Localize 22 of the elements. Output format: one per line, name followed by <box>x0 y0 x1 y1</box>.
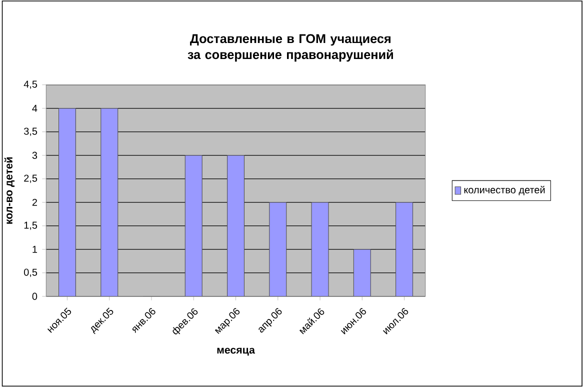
y-tick-label: 4 <box>32 104 38 112</box>
y-tick-label: 4,5 <box>24 80 38 89</box>
y-tick-label: 1,5 <box>24 222 38 230</box>
bar <box>311 202 329 296</box>
bar <box>227 154 245 296</box>
y-tick-label: 1 <box>32 246 38 253</box>
legend-label: количество детей <box>464 186 545 196</box>
y-tick-label: 2 <box>32 198 37 206</box>
x-axis-title: месяца <box>217 348 256 356</box>
bar <box>396 202 414 296</box>
y-tick-label: 3,5 <box>24 128 38 136</box>
bar <box>100 108 118 296</box>
chart-title: Доставленные в ГОМ учащиеся за совершение правонарушений <box>188 34 393 62</box>
bar <box>184 154 202 296</box>
y-tick-label: 3 <box>32 152 38 159</box>
bar <box>58 108 76 296</box>
bar <box>353 249 371 296</box>
y-tick-label: 2,5 <box>24 174 38 183</box>
y-tick-label: 0,5 <box>24 268 38 277</box>
y-axis-title: кол-во детей <box>4 157 14 224</box>
y-tick-label: 0 <box>32 292 38 300</box>
bar <box>269 202 287 296</box>
